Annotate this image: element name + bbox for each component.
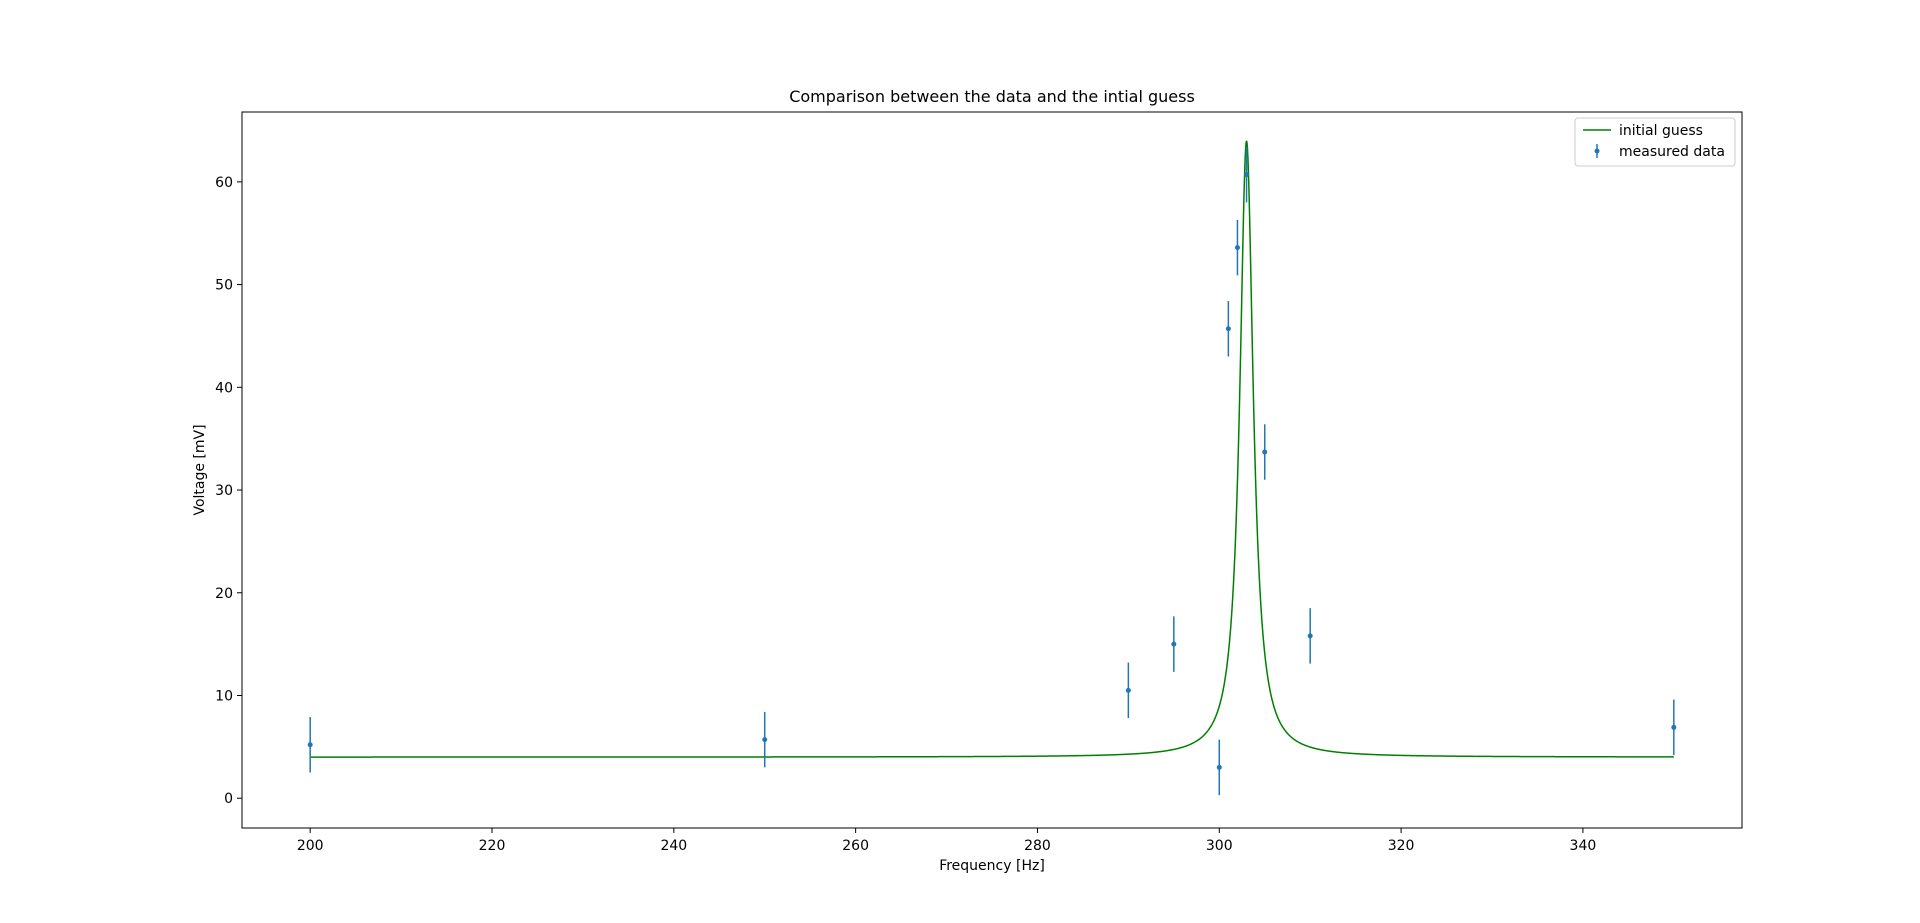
y-tick-label: 10 xyxy=(215,688,233,704)
x-tick-label: 260 xyxy=(842,838,869,854)
data-marker xyxy=(1171,641,1177,647)
measured-data-point xyxy=(1262,424,1268,480)
measured-data-point xyxy=(1234,219,1240,276)
x-tick-label: 320 xyxy=(1388,838,1415,854)
legend-label-measured-data: measured data xyxy=(1619,144,1725,160)
measured-data-point xyxy=(1125,662,1131,719)
x-axis-label: Frequency [Hz] xyxy=(939,858,1045,874)
measured-data-point xyxy=(307,717,313,773)
legend-swatch-measured-data-marker xyxy=(1594,148,1600,154)
initial-guess-line xyxy=(310,140,1674,758)
data-marker xyxy=(1671,724,1677,730)
data-marker xyxy=(1234,245,1240,251)
data-marker xyxy=(307,742,313,748)
x-axis: 200 220 240 260 280 300 320 340 xyxy=(297,828,1596,854)
legend: initial guess measured data xyxy=(1574,117,1736,167)
y-tick-label: 0 xyxy=(224,791,233,807)
data-marker xyxy=(762,737,768,743)
data-marker xyxy=(1262,449,1268,455)
y-tick-label: 40 xyxy=(215,380,233,396)
data-marker xyxy=(1225,326,1231,332)
y-tick-label: 20 xyxy=(215,586,233,602)
measured-data-point xyxy=(1225,301,1231,357)
measured-data-point xyxy=(1171,616,1177,672)
x-tick-label: 200 xyxy=(297,838,324,854)
chart-title: Comparison between the data and the inti… xyxy=(789,87,1195,106)
data-marker xyxy=(1244,172,1250,178)
initial-guess-curve-layer xyxy=(310,140,1674,758)
measured-data-layer xyxy=(307,146,1677,796)
y-tick-label: 30 xyxy=(215,483,233,499)
plot-area xyxy=(241,111,1743,829)
x-tick-label: 340 xyxy=(1570,838,1597,854)
legend-box xyxy=(1574,117,1736,167)
measured-data-point xyxy=(1244,146,1250,203)
data-marker xyxy=(1307,633,1313,639)
x-tick-label: 240 xyxy=(660,838,687,854)
measured-data-point xyxy=(762,711,768,768)
y-tick-label: 50 xyxy=(215,278,233,294)
data-marker xyxy=(1216,764,1222,770)
x-tick-label: 280 xyxy=(1024,838,1051,854)
measured-data-point xyxy=(1307,608,1313,664)
data-marker xyxy=(1125,687,1131,693)
y-axis: 0 10 20 30 40 50 60 xyxy=(215,175,242,807)
measured-data-point xyxy=(1671,699,1677,756)
x-tick-label: 220 xyxy=(479,838,506,854)
measured-data-point xyxy=(1216,739,1222,796)
y-tick-label: 60 xyxy=(215,175,233,191)
y-axis-label: Voltage [mV] xyxy=(192,424,208,515)
x-tick-label: 300 xyxy=(1206,838,1233,854)
legend-label-initial-guess: initial guess xyxy=(1619,123,1703,139)
axes-frame xyxy=(241,111,1743,829)
